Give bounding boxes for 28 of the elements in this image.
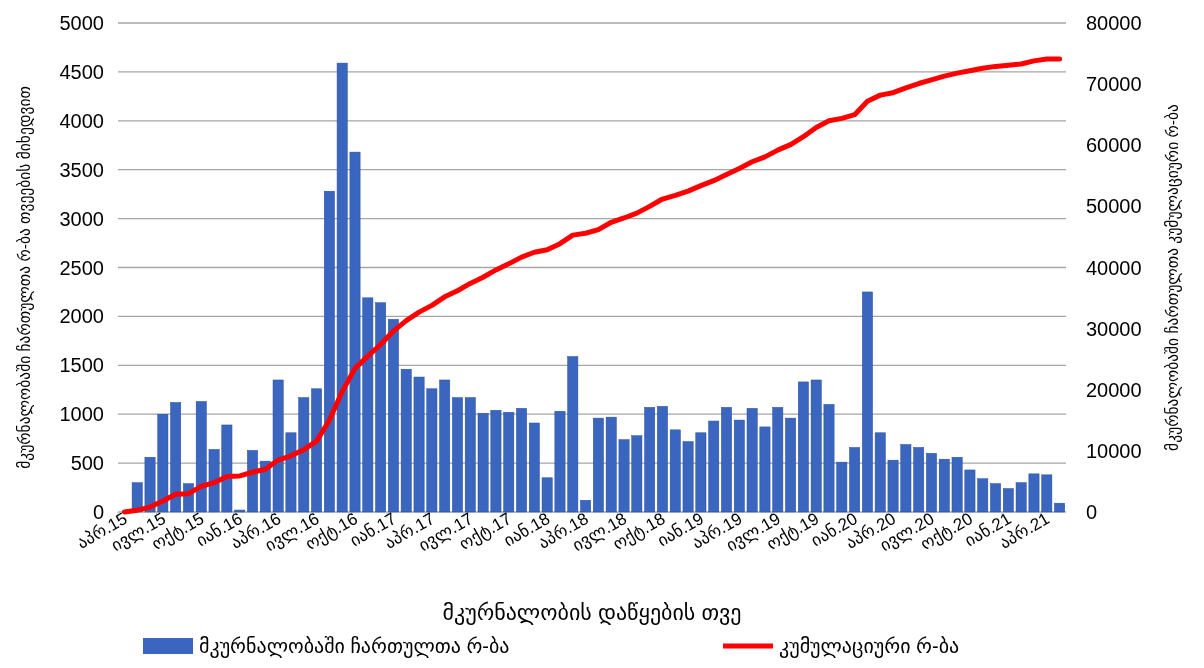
x-axis-title: მკურნალობის დაწყების თვე (442, 600, 742, 625)
y2-tick-label: 80000 (1086, 12, 1142, 34)
y-tick-label: 3000 (59, 207, 104, 230)
y-tick-label: 5000 (59, 12, 104, 34)
bar (721, 407, 732, 513)
y2-tick-label: 60000 (1086, 134, 1142, 157)
y2-tick-label: 70000 (1086, 73, 1142, 96)
y-tick-label: 4000 (59, 109, 104, 132)
y-tick-label: 2500 (59, 256, 104, 279)
y-tick-label: 2000 (59, 305, 104, 328)
bar (452, 397, 463, 513)
y-tick-label: 3500 (59, 158, 104, 181)
y-tick-label: 1000 (59, 403, 104, 426)
y2-tick-label: 20000 (1086, 378, 1142, 401)
y2-tick-label: 30000 (1086, 317, 1142, 340)
y-tick-label: 1500 (59, 354, 104, 377)
y2-tick-label: 0 (1086, 501, 1098, 523)
bar (247, 450, 258, 513)
y-axis-title: მკურნალობაში ჩართულთა რ-ბა თვეების მიხედვით (16, 86, 34, 469)
y2-tick-label: 10000 (1086, 439, 1142, 462)
y2-tick-label: 50000 (1086, 195, 1142, 218)
y2-axis-title: მკურნალობაში ჩართულთა კუმულაციური რ-ბა (1164, 103, 1182, 451)
legend-label: კუმულაციური რ-ბა (779, 635, 960, 658)
y-tick-label: 500 (70, 452, 104, 475)
y-tick-label: 4500 (59, 60, 104, 83)
legend-label: მკურნალობაში ჩართულთა რ-ბა (199, 635, 510, 658)
y2-tick-label: 40000 (1086, 256, 1142, 279)
bar (926, 453, 937, 513)
